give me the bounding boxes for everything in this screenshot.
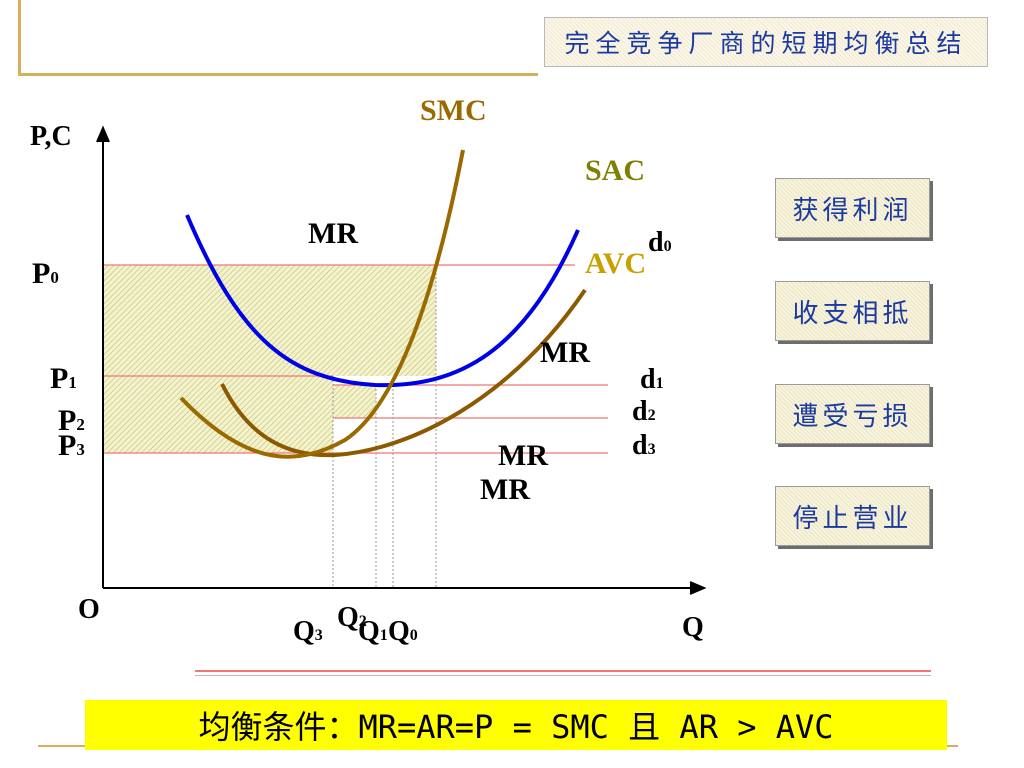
p3-label: P3 [58,429,85,462]
origin-label: O [78,594,100,625]
p1-label: P1 [50,362,77,395]
corner-accent-vertical [18,0,21,76]
page-title: 完全竞争厂商的短期均衡总结 [544,17,988,67]
d2-label: d2 [632,396,656,427]
y-axis-label: P,C [30,121,72,152]
q0-label: Q0 [388,616,418,647]
mr-label-2: MR [498,439,548,472]
divider-red [195,670,931,672]
d0-label: d0 [648,227,672,258]
smc-label: SMC [420,94,487,127]
mr-label-3: MR [480,473,530,506]
loss-button[interactable]: 遭受亏损 [775,384,930,444]
divider-red-thin [195,675,931,676]
q2-label: Q2 [337,602,367,633]
small-rect [333,385,376,418]
axes [96,125,707,595]
profit-button[interactable]: 获得利润 [775,178,930,238]
sac-curve [185,214,580,388]
sac-label: SAC [585,154,645,187]
profit-rect [103,265,436,376]
avc-curve [220,288,587,458]
q3-label: Q3 [293,616,323,647]
x-axis-label: Q [682,612,704,643]
equilibrium-condition: 均衡条件：MR=AR=P = SMC 且 AR > AVC [85,700,947,750]
p2-label: P2 [58,404,85,437]
mr-label-1: MR [540,336,590,369]
shutdown-button[interactable]: 停止营业 [775,486,930,546]
p0-label: P0 [32,257,59,290]
q1-label: Q1 [358,616,388,647]
breakeven-button[interactable]: 收支相抵 [775,281,930,341]
loss-rect [103,376,333,453]
d3-label: d3 [632,430,656,461]
mr-label-0: MR [308,217,358,250]
smc-curve [179,149,465,459]
avc-label: AVC [585,247,646,280]
d1-label: d1 [640,364,664,395]
corner-accent-horizontal [18,73,538,76]
